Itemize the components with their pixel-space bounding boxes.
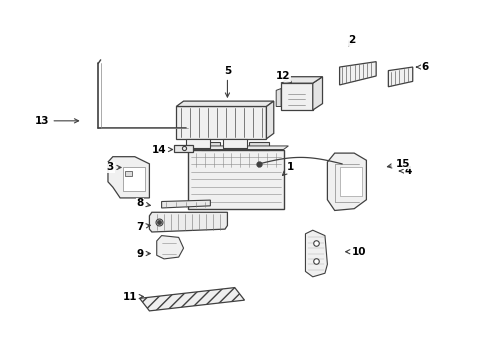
Polygon shape: [200, 141, 220, 149]
Polygon shape: [188, 149, 283, 209]
Polygon shape: [140, 288, 244, 311]
Polygon shape: [387, 67, 412, 87]
Text: 15: 15: [386, 159, 409, 169]
Polygon shape: [176, 107, 266, 139]
Text: 13: 13: [35, 116, 79, 126]
Text: 4: 4: [398, 166, 411, 176]
Polygon shape: [339, 62, 375, 85]
Text: 12: 12: [276, 71, 291, 82]
Polygon shape: [305, 230, 327, 277]
Polygon shape: [122, 167, 144, 191]
Polygon shape: [281, 83, 312, 110]
Text: 8: 8: [136, 198, 150, 208]
Polygon shape: [185, 139, 210, 148]
Polygon shape: [157, 235, 183, 259]
Polygon shape: [108, 157, 149, 198]
Polygon shape: [125, 171, 132, 176]
Polygon shape: [173, 145, 193, 152]
Text: 6: 6: [415, 62, 427, 72]
Text: 9: 9: [136, 248, 150, 258]
Polygon shape: [188, 146, 288, 149]
Polygon shape: [276, 89, 281, 107]
Polygon shape: [266, 101, 273, 139]
Polygon shape: [222, 139, 246, 148]
Polygon shape: [281, 77, 322, 83]
Polygon shape: [161, 200, 210, 208]
Polygon shape: [327, 153, 366, 211]
Text: 11: 11: [122, 292, 143, 302]
Text: 2: 2: [347, 35, 355, 46]
Polygon shape: [176, 101, 273, 107]
Polygon shape: [149, 212, 227, 232]
Text: 14: 14: [152, 144, 172, 154]
Text: 5: 5: [224, 66, 231, 97]
Polygon shape: [249, 141, 268, 149]
Text: 3: 3: [106, 162, 121, 172]
Text: 1: 1: [282, 162, 294, 175]
Text: 10: 10: [345, 247, 366, 257]
Polygon shape: [312, 77, 322, 110]
Text: 7: 7: [136, 222, 150, 231]
Polygon shape: [339, 167, 361, 196]
